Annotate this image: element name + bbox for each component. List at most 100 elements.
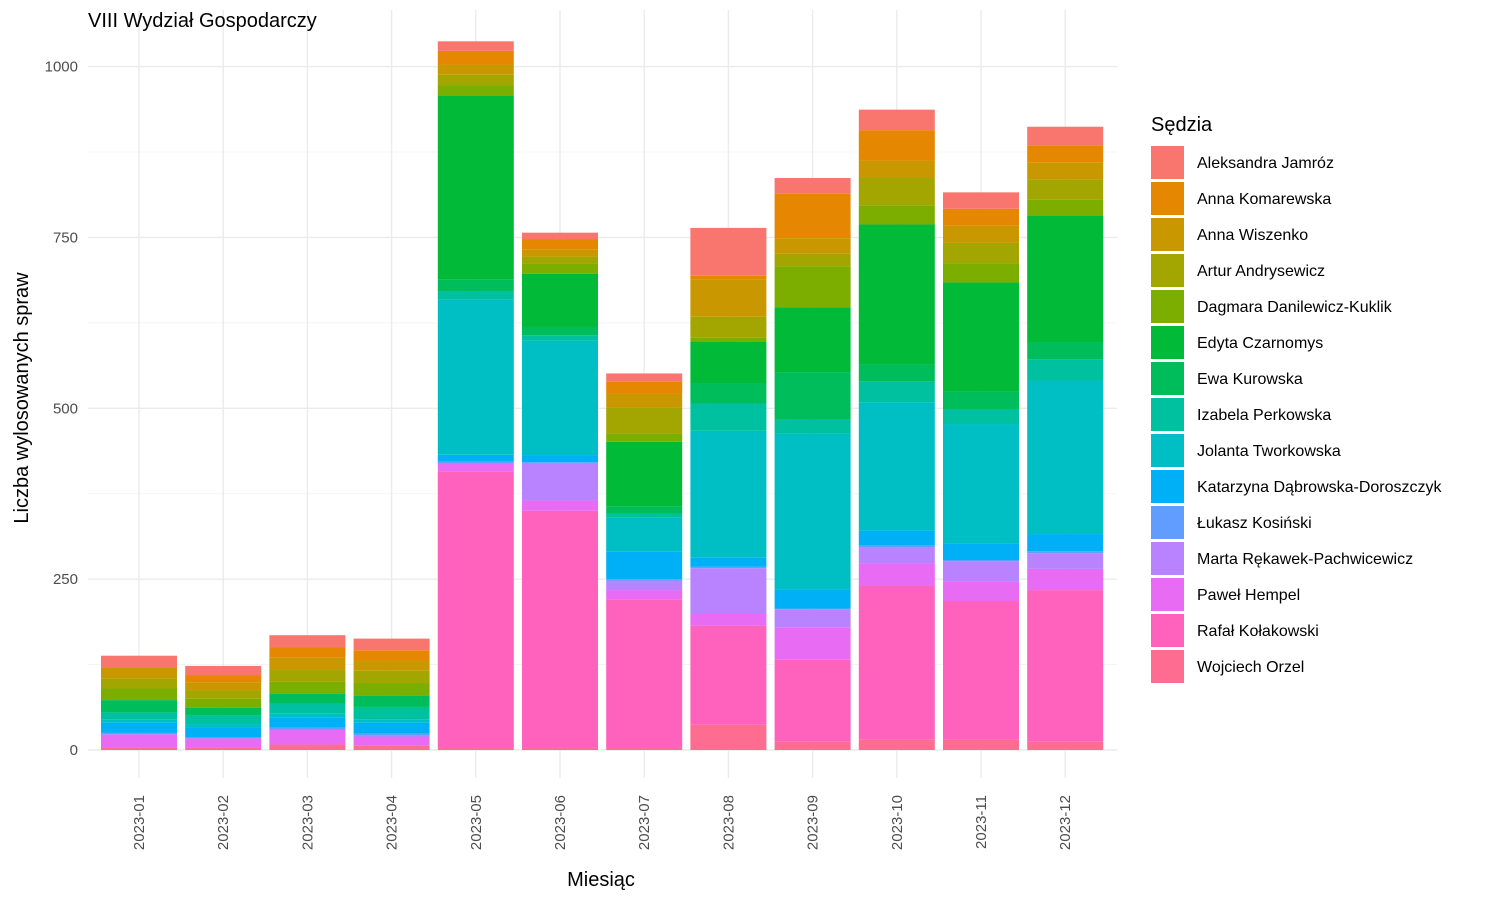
bar-segment [774, 266, 851, 308]
bar-segment [185, 698, 262, 708]
bar-segment [269, 681, 346, 694]
bar-segment [1027, 126, 1104, 146]
bar-segment [690, 568, 767, 615]
bar-segment [437, 461, 514, 463]
legend-swatch [1151, 506, 1184, 539]
legend-swatch [1151, 254, 1184, 287]
bar-segment [606, 381, 683, 394]
bar-segment [690, 566, 767, 569]
bar-segment [774, 608, 851, 610]
chart-title: VIII Wydział Gospodarczy [88, 10, 317, 32]
y-tick-label: 500 [53, 400, 78, 417]
legend-label: Izabela Perkowska [1197, 407, 1331, 424]
bar-segment [943, 225, 1019, 243]
legend-swatch [1151, 542, 1184, 575]
bar-segment [353, 735, 430, 738]
bar-segment [858, 381, 935, 403]
y-axis-ticks: 0 250 500 750 1000 [45, 59, 78, 759]
bar-segment [522, 455, 598, 463]
bar-segment [101, 678, 177, 689]
bar-segment [690, 279, 767, 317]
bar-segment [943, 263, 1019, 283]
bar-segment [185, 682, 262, 691]
bar-segment [774, 253, 851, 267]
legend-label: Łukasz Kosiński [1197, 515, 1312, 532]
x-tick-label: 2023-02 [215, 795, 232, 850]
bar-segment [606, 506, 683, 514]
bar-segment [690, 275, 767, 280]
bar-segment [606, 433, 683, 442]
bar-segment [437, 747, 514, 750]
bar-segment [185, 738, 262, 748]
bar-segment [437, 50, 514, 65]
bar-segment [858, 563, 935, 586]
bar-segment [943, 282, 1019, 392]
bar-segment [606, 580, 683, 591]
y-tick-label: 1000 [45, 59, 78, 76]
bar-segment [101, 734, 177, 748]
bar-segment [353, 683, 430, 696]
legend-swatch [1151, 182, 1184, 215]
bar-segment [858, 109, 935, 131]
bar-segment [185, 737, 262, 739]
legend-label: Wojciech Orzel [1197, 659, 1304, 676]
bar-segment [437, 95, 514, 280]
legend-label: Marta Rękawek-Pachwicewicz [1197, 551, 1413, 568]
bar-segment [101, 719, 177, 723]
bar-segment [522, 462, 598, 501]
legend-swatch [1151, 218, 1184, 251]
bar-segment [353, 650, 430, 661]
bar-segment [522, 462, 598, 463]
bar-segment [606, 407, 683, 434]
bar-segment [858, 205, 935, 225]
bar-segment [1027, 162, 1104, 180]
x-tick-label: 2023-11 [973, 795, 990, 849]
bar-segment [185, 715, 262, 725]
bar-segment [943, 561, 1019, 582]
bar-segment [522, 232, 598, 240]
bar-segment [1027, 534, 1104, 552]
bar-segment [858, 739, 935, 750]
legend-label: Katarzyna Dąbrowska-Doroszczyk [1197, 479, 1443, 496]
bar-segment [522, 335, 598, 341]
legend-label: Rafał Kołakowski [1197, 623, 1319, 640]
bar-segment [1027, 380, 1104, 535]
bar-segment [774, 609, 851, 628]
bar-segment [437, 299, 514, 455]
legend-swatch [1151, 470, 1184, 503]
bar-segment [1027, 590, 1104, 742]
bar-segment [353, 722, 430, 734]
legend-swatch [1151, 434, 1184, 467]
bar-segment [943, 581, 1019, 602]
bar-segment [353, 638, 430, 651]
legend-label: Ewa Kurowska [1197, 371, 1303, 388]
x-axis-title: Miesiąc [567, 869, 635, 891]
bar-segment [437, 64, 514, 75]
bars [101, 41, 1104, 750]
x-axis-ticks: 2023-01 2023-02 2023-03 2023-04 2023-05 2023-… [131, 795, 1074, 850]
bar-segment [943, 208, 1019, 226]
bar-segment [943, 543, 1019, 561]
x-tick-label: 2023-07 [636, 795, 653, 850]
y-axis-title: Liczba wylosowanych spraw [11, 272, 33, 524]
bar-segment [690, 337, 767, 343]
bar-segment [858, 177, 935, 206]
bar-segment [606, 579, 683, 581]
bar-segment [774, 372, 851, 420]
bar-segment [690, 614, 767, 626]
bar-segment [774, 307, 851, 373]
bar-segment [353, 719, 430, 723]
bar-segment [774, 193, 851, 239]
bar-segment [101, 732, 177, 735]
bar-segment [437, 471, 514, 748]
bar-segment [1027, 145, 1104, 163]
bar-segment [522, 500, 598, 511]
bar-segment [858, 545, 935, 548]
bar-segment [353, 706, 430, 720]
bar-segment [101, 747, 177, 750]
bar-segment [269, 717, 346, 728]
bar-segment [269, 657, 346, 671]
bar-segment [690, 625, 767, 725]
bar-segment [606, 393, 683, 408]
bar-segment [774, 627, 851, 660]
